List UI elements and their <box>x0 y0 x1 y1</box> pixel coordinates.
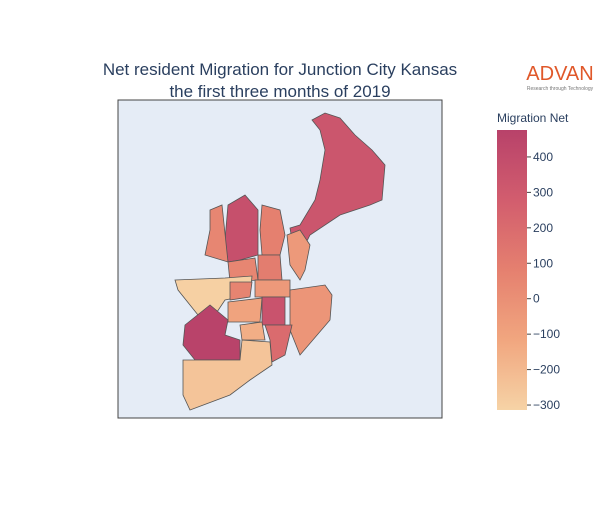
region <box>182 304 241 361</box>
colorbar-tick-label: 0 <box>533 292 540 306</box>
colorbar-tick-label: −200 <box>533 363 560 377</box>
region <box>224 194 259 263</box>
colorbar-tick-label: 100 <box>533 256 553 270</box>
colorbar-title: Migration Net <box>497 111 569 125</box>
chart-title: Net resident Migration for Junction City… <box>103 60 457 79</box>
region <box>254 279 291 298</box>
colorbar-tick-label: 300 <box>533 185 553 199</box>
region <box>204 204 229 263</box>
region <box>286 229 311 281</box>
colorbar-tick-label: −100 <box>533 327 560 341</box>
region <box>239 321 266 341</box>
region <box>182 339 273 411</box>
region <box>229 281 253 301</box>
region <box>261 296 286 326</box>
colorbar <box>497 130 527 410</box>
logo: ADVAN <box>526 63 593 85</box>
logo-tagline: Research through Technology <box>527 86 594 92</box>
region <box>289 112 386 256</box>
chart-title: the first three months of 2019 <box>169 82 390 101</box>
colorbar-tick-label: 200 <box>533 221 553 235</box>
region <box>257 254 283 281</box>
colorbar-tick-label: 400 <box>533 150 553 164</box>
region <box>264 324 293 363</box>
region <box>227 297 263 323</box>
colorbar-tick-label: −300 <box>533 398 560 412</box>
